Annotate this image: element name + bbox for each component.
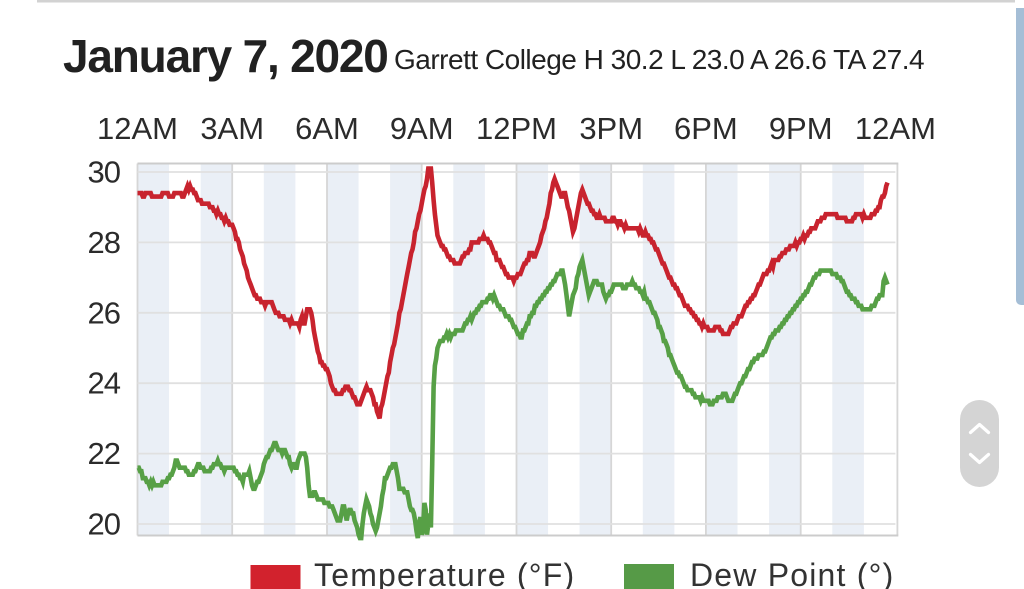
svg-text:6AM: 6AM [295, 111, 359, 146]
svg-text:12AM: 12AM [97, 111, 178, 146]
svg-text:22: 22 [88, 436, 120, 471]
svg-text:3AM: 3AM [200, 111, 264, 146]
svg-text:Temperature (°F): Temperature (°F) [314, 557, 575, 589]
svg-text:20: 20 [88, 507, 121, 542]
svg-text:Garrett College H 30.2 L 23.0: Garrett College H 30.2 L 23.0 A 26.6 TA … [394, 44, 924, 75]
svg-text:3PM: 3PM [579, 111, 643, 146]
svg-text:24: 24 [88, 366, 121, 401]
svg-text:30: 30 [88, 155, 121, 190]
svg-text:12PM: 12PM [476, 111, 557, 146]
svg-text:6PM: 6PM [674, 111, 738, 146]
svg-text:12AM: 12AM [855, 111, 936, 146]
svg-text:January 7, 2020: January 7, 2020 [63, 30, 388, 82]
svg-text:28: 28 [88, 225, 120, 260]
svg-text:26: 26 [88, 295, 120, 330]
svg-text:9AM: 9AM [390, 111, 454, 146]
svg-text:Dew Point (°): Dew Point (°) [690, 557, 894, 589]
svg-text:9PM: 9PM [769, 111, 833, 146]
